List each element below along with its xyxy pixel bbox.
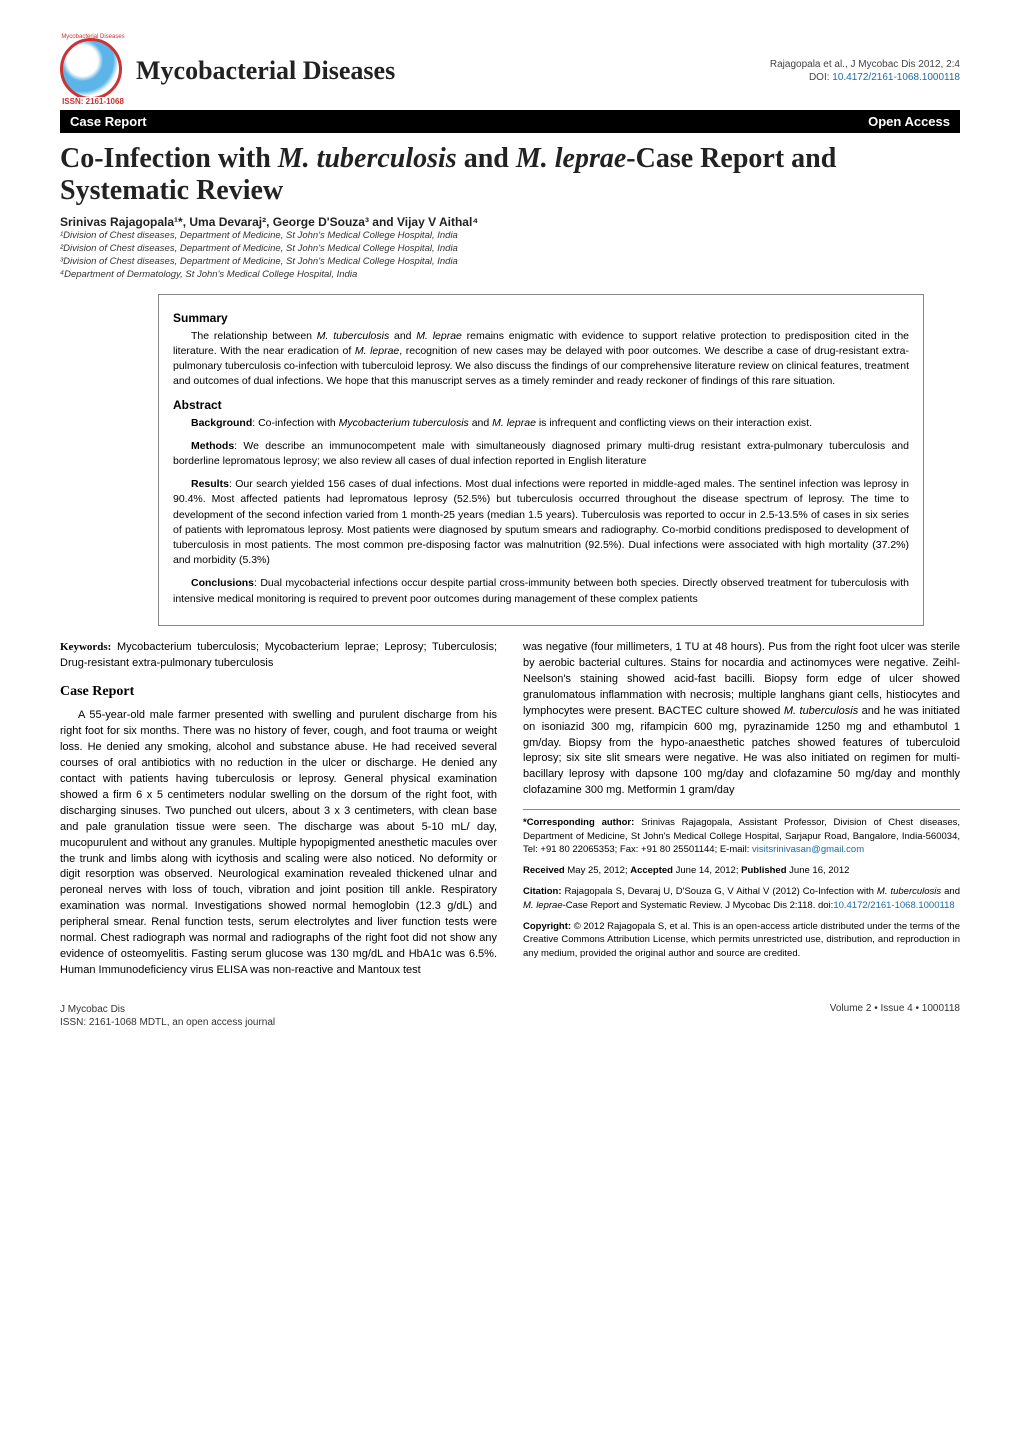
body-columns: Keywords: Mycobacterium tuberculosis; My… (60, 640, 960, 983)
keywords-label: Keywords: (60, 641, 111, 653)
citation-label: Citation: (523, 886, 562, 897)
citation-line: Rajagopala et al., J Mycobac Dis 2012, 2… (770, 58, 960, 71)
doi-link[interactable]: 10.4172/2161-1068.1000118 (832, 72, 960, 83)
abstract-heading: Abstract (173, 398, 909, 412)
logo-issn: ISSN: 2161-1068 (60, 97, 126, 106)
logo-and-title: Mycobacterial Diseases ISSN: 2161-1068 M… (60, 38, 395, 104)
abstract-box: Summary The relationship between M. tube… (158, 294, 924, 626)
article-info-block: *Corresponding author: Srinivas Rajagopa… (523, 816, 960, 960)
corr-email[interactable]: visitsrinivasan@gmail.com (752, 844, 864, 855)
bar-left: Case Report (70, 114, 147, 129)
bar-right: Open Access (868, 114, 950, 129)
case-report-body: A 55-year-old male farmer presented with… (60, 708, 497, 979)
abstract-conclusions: Conclusions: Dual mycobacterial infectio… (173, 576, 909, 606)
case-report-heading: Case Report (60, 682, 497, 702)
dates-line: Received May 25, 2012; Accepted June 14,… (523, 864, 960, 877)
footer-left: J Mycobac Dis ISSN: 2161-1068 MDTL, an o… (60, 1003, 275, 1029)
abstract-methods: Methods: We describe an immunocompetent … (173, 439, 909, 469)
article-title: Co-Infection with M. tuberculosis and M.… (60, 143, 960, 207)
case-continuation: was negative (four millimeters, 1 TU at … (523, 640, 960, 799)
affil-4: ⁴Department of Dermatology, St John's Me… (60, 269, 960, 282)
citation-doi-link[interactable]: 10.4172/2161-1068.1000118 (833, 900, 954, 911)
separator (523, 809, 960, 810)
keywords-text: Mycobacterium tuberculosis; Mycobacteriu… (60, 641, 497, 669)
copyright-block: Copyright: © 2012 Rajagopala S, et al. T… (523, 920, 960, 960)
keywords: Keywords: Mycobacterium tuberculosis; My… (60, 640, 497, 672)
doi-line: DOI: 10.4172/2161-1068.1000118 (770, 71, 960, 84)
copyright-text: © 2012 Rajagopala S, et al. This is an o… (523, 921, 960, 959)
summary-heading: Summary (173, 311, 909, 325)
abstract-results: Results: Our search yielded 156 cases of… (173, 477, 909, 568)
copyright-label: Copyright: (523, 921, 571, 932)
corr-label: *Corresponding author: (523, 817, 634, 828)
footer-journal: J Mycobac Dis (60, 1003, 275, 1016)
abstract-background: Background: Co-infection with Mycobacter… (173, 416, 909, 431)
column-left: Keywords: Mycobacterium tuberculosis; My… (60, 640, 497, 983)
journal-title: Mycobacterial Diseases (136, 56, 395, 86)
column-right: was negative (four millimeters, 1 TU at … (523, 640, 960, 983)
page-footer: J Mycobac Dis ISSN: 2161-1068 MDTL, an o… (60, 999, 960, 1029)
citation-block: Citation: Rajagopala S, Devaraj U, D'Sou… (523, 885, 960, 912)
corresponding-author: *Corresponding author: Srinivas Rajagopa… (523, 816, 960, 856)
footer-issn: ISSN: 2161-1068 MDTL, an open access jou… (60, 1016, 275, 1029)
section-bar: Case Report Open Access (60, 110, 960, 133)
footer-right: Volume 2 • Issue 4 • 1000118 (830, 1003, 960, 1029)
affil-2: ²Division of Chest diseases, Department … (60, 243, 960, 256)
summary-text: The relationship between M. tuberculosis… (173, 329, 909, 390)
affiliations: ¹Division of Chest diseases, Department … (60, 230, 960, 281)
affil-1: ¹Division of Chest diseases, Department … (60, 230, 960, 243)
page-header: Mycobacterial Diseases ISSN: 2161-1068 M… (60, 38, 960, 104)
header-citation: Rajagopala et al., J Mycobac Dis 2012, 2… (770, 58, 960, 84)
doi-label: DOI: (809, 72, 832, 83)
journal-logo: Mycobacterial Diseases ISSN: 2161-1068 (60, 38, 126, 104)
logo-circle (60, 38, 122, 100)
author-line: Srinivas Rajagopala¹*, Uma Devaraj², Geo… (60, 215, 960, 229)
affil-3: ³Division of Chest diseases, Department … (60, 256, 960, 269)
